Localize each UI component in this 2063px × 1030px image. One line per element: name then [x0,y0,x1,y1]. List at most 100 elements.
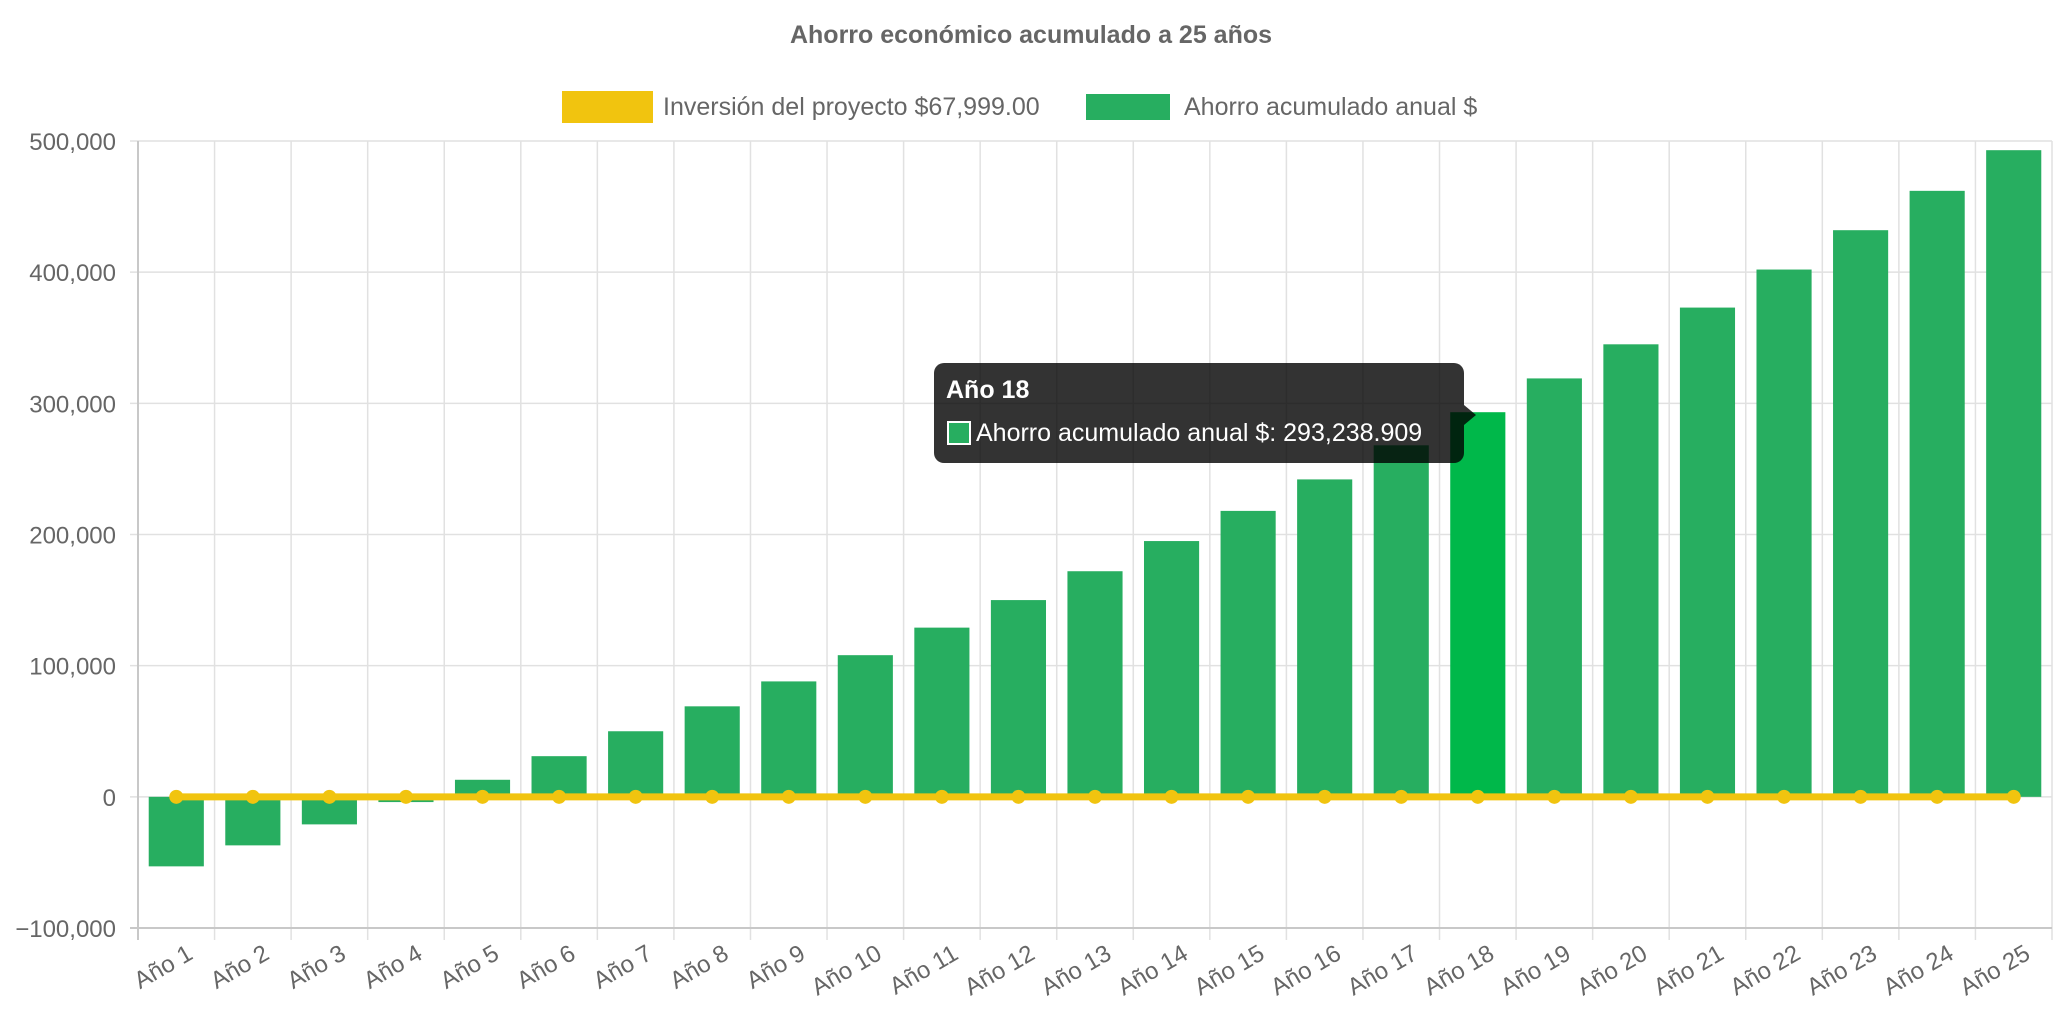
x-tick-label: Año 20 [1573,940,1652,1001]
legend-swatch-savings [1086,94,1170,120]
investment-point[interactable] [2006,789,2021,804]
bar[interactable] [1909,190,1965,797]
x-tick-label: Año 17 [1343,940,1422,1001]
bar[interactable] [1373,445,1429,797]
investment-point[interactable] [1853,789,1868,804]
investment-point[interactable] [934,789,949,804]
bar[interactable] [1297,479,1353,797]
axes [130,141,2052,940]
y-tick-label: 100,000 [29,654,116,681]
y-axis-ticks: 500,000 400,000 300,000 200,000 100,000 0 −100… [15,129,116,943]
x-tick-label: Año 2 [206,940,274,995]
bar[interactable] [684,706,740,797]
investment-point[interactable] [1164,789,1179,804]
investment-point[interactable] [1317,789,1332,804]
y-tick-label: 500,000 [29,129,116,156]
investment-point[interactable] [475,789,490,804]
tooltip-title: Año 18 [946,376,1029,404]
x-tick-label: Año 5 [436,940,504,995]
bar[interactable] [761,681,817,797]
x-tick-label: Año 16 [1266,940,1345,1001]
bar-series [148,150,2042,867]
x-tick-label: Año 19 [1496,940,1575,1001]
x-tick-label: Año 8 [665,940,733,995]
x-tick-label: Año 3 [283,940,351,995]
y-tick-label: 200,000 [29,523,116,550]
investment-point[interactable] [1394,789,1409,804]
x-tick-label: Año 22 [1726,940,1805,1001]
x-tick-label: Año 12 [960,940,1039,1001]
tooltip-swatch [947,421,971,445]
investment-point[interactable] [1088,789,1102,804]
bar[interactable] [148,796,204,867]
tooltip-value: 293,238.909 [1283,419,1422,447]
y-tick-label: 300,000 [29,391,116,418]
legend-item-savings[interactable]: Ahorro acumulado anual $ [1086,93,1477,121]
investment-point[interactable] [398,789,413,804]
x-tick-label: Año 11 [885,940,963,1001]
investment-point[interactable] [1547,789,1562,804]
x-tick-label: Año 7 [589,940,657,995]
legend-item-investment[interactable]: Inversión del proyecto $67,999.00 [562,91,1040,123]
bar[interactable] [454,779,511,797]
x-tick-label: Año 25 [1955,940,2034,1001]
y-tick-label: 0 [103,785,116,812]
bar[interactable] [1220,510,1276,797]
bar[interactable] [1833,230,1889,797]
x-tick-label: Año 18 [1419,940,1498,1001]
investment-point[interactable] [1700,789,1715,804]
bar[interactable] [990,600,1047,797]
y-tick-label: 400,000 [29,260,116,287]
investment-point[interactable] [858,789,873,804]
bar[interactable] [1986,150,2042,797]
bar[interactable] [1679,307,1736,797]
investment-point[interactable] [1241,789,1256,804]
x-tick-label: Año 24 [1879,940,1958,1001]
bar[interactable] [1526,378,1582,797]
tooltip-box [934,363,1464,463]
tooltip-caret [1464,405,1476,425]
bar[interactable] [1143,541,1200,797]
investment-point[interactable] [169,789,184,804]
x-tick-label: Año 13 [1037,940,1116,1001]
investment-point[interactable] [628,789,643,804]
investment-point[interactable] [322,789,337,804]
investment-point[interactable] [1930,789,1945,804]
tooltip-series-label: Ahorro acumulado anual $ [976,419,1269,447]
bar[interactable] [914,627,970,797]
line-series [169,789,2021,804]
x-axis-ticks: Año 1 Año 2 Año 3 Año 4 Año 5 Año 6 Año 7 Año 8… [129,940,2034,1001]
legend: Inversión del proyecto $67,999.00 Ahorro… [562,91,1477,123]
x-tick-label: Año 6 [512,940,580,995]
bar[interactable] [1450,412,1506,797]
bar[interactable] [225,796,281,846]
x-tick-label: Año 9 [742,940,810,995]
x-tick-label: Año 4 [359,940,427,995]
legend-label-investment: Inversión del proyecto $67,999.00 [663,93,1040,121]
x-tick-label: Año 15 [1190,940,1269,1001]
investment-point[interactable] [1470,789,1485,804]
y-tick-label: −100,000 [15,916,116,943]
x-tick-label: Año 23 [1802,940,1881,1001]
investment-point[interactable] [1777,789,1792,804]
bar[interactable] [1756,269,1812,797]
bar[interactable] [837,655,893,797]
investment-point[interactable] [245,789,260,804]
investment-point[interactable] [781,789,796,804]
investment-point[interactable] [552,789,567,804]
investment-point[interactable] [1623,789,1638,804]
tooltip-text: Ahorro acumulado anual $: 293,238.909 [976,419,1422,447]
x-tick-label: Año 21 [1649,940,1728,1001]
investment-point[interactable] [1011,789,1026,804]
legend-label-savings: Ahorro acumulado anual $ [1184,93,1477,121]
investment-point[interactable] [705,789,720,804]
bar[interactable] [1603,344,1659,797]
tooltip-separator: : [1269,419,1283,447]
bar[interactable] [1067,571,1123,797]
legend-swatch-investment [562,91,653,123]
x-tick-label: Año 1 [129,940,197,995]
bar[interactable] [608,731,664,797]
x-tick-label: Año 14 [1113,940,1192,1001]
